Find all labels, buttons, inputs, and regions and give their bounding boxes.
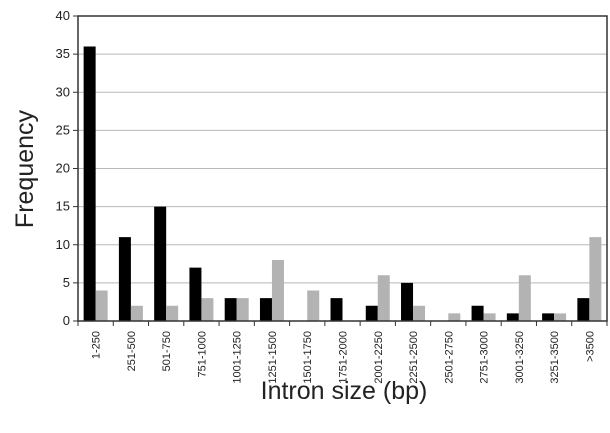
bar	[166, 305, 179, 321]
bar	[542, 313, 555, 321]
axes	[73, 15, 608, 326]
y-tick-label: 40	[56, 8, 70, 23]
bar	[201, 298, 214, 321]
y-axis-label: Frequency	[11, 109, 39, 228]
y-tick-label: 0	[63, 313, 70, 328]
x-tick-label: 3001-3250	[514, 331, 526, 384]
y-ticks: 0 5 10 15 20 25 30 35 40	[56, 8, 70, 328]
x-tick-label: 2251-2500	[408, 331, 420, 384]
bar	[589, 237, 602, 321]
x-tick-label: 1251-1500	[267, 331, 279, 384]
x-tick-label: 3251-3500	[549, 331, 561, 384]
bar	[307, 290, 320, 321]
bar	[95, 290, 108, 321]
bar	[189, 267, 202, 321]
x-tick-label: 2001-2250	[373, 331, 385, 384]
x-tick-label: 1501-1750	[302, 331, 314, 384]
bar	[554, 313, 567, 321]
plot-frame	[77, 15, 608, 322]
bar	[83, 46, 96, 321]
x-tick-label: >3500	[584, 331, 596, 362]
y-tick-label: 10	[56, 237, 70, 252]
y-tick-label: 15	[56, 199, 70, 214]
bar	[154, 206, 167, 321]
x-tick-label: 1001-1250	[232, 331, 244, 384]
bar	[577, 298, 590, 321]
bar	[330, 298, 343, 321]
bar	[506, 313, 519, 321]
bar	[401, 282, 414, 321]
x-tick-label: 501-750	[161, 331, 173, 371]
bar	[236, 298, 249, 321]
bar	[448, 313, 461, 321]
bar	[224, 298, 237, 321]
y-tick-label: 5	[63, 275, 70, 290]
x-tick-label: 751-1000	[196, 331, 208, 378]
x-tick-label: 1-250	[91, 331, 103, 359]
x-tick-label: 2751-3000	[479, 331, 491, 384]
y-tick-label: 35	[56, 46, 70, 61]
bar	[130, 305, 143, 321]
bar	[471, 305, 484, 321]
y-tick-label: 25	[56, 122, 70, 137]
bar	[271, 260, 284, 321]
x-tick-label: 1751-2000	[338, 331, 350, 384]
x-axis-label: Intron size (bp)	[261, 377, 428, 405]
bar	[259, 298, 272, 321]
bar	[518, 275, 531, 321]
x-tick-label: 2501-2750	[443, 331, 455, 384]
bars	[83, 46, 602, 321]
x-tick-label: 251-500	[126, 331, 138, 371]
bar	[365, 305, 378, 321]
bar	[413, 305, 426, 321]
y-tick-label: 30	[56, 84, 70, 99]
bar	[118, 237, 131, 321]
bar	[377, 275, 390, 321]
bar	[483, 313, 496, 321]
y-tick-label: 20	[56, 161, 70, 176]
x-ticks: 1-250 251-500 501-750 751-1000 1001-1250 1251…	[91, 331, 597, 384]
